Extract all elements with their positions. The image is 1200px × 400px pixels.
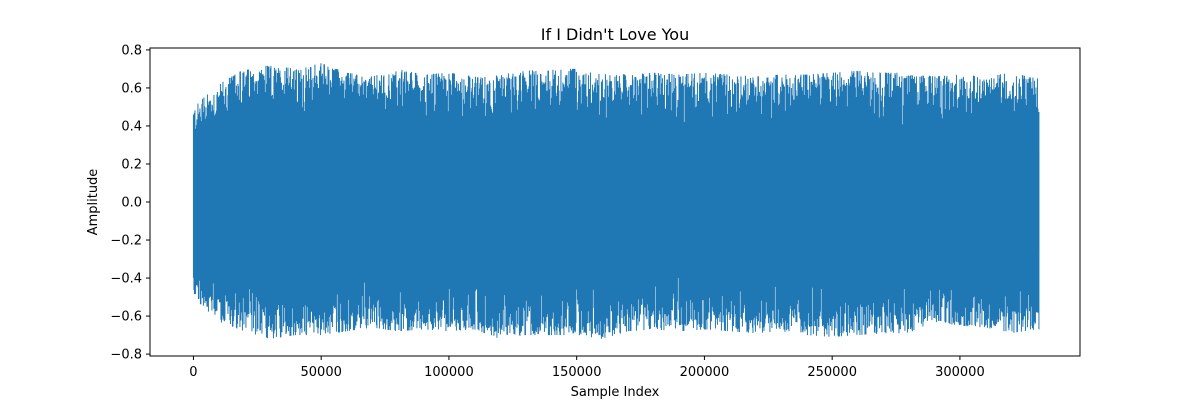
- y-tick-label: 0.0: [121, 196, 142, 211]
- chart-title: If I Didn't Love You: [541, 25, 689, 44]
- y-tick-label: 0.4: [121, 119, 142, 134]
- x-tick-label: 50000: [301, 365, 342, 380]
- y-tick-label: −0.4: [110, 272, 142, 287]
- y-axis-ticks: −0.8 −0.6 −0.4 −0.2 0.0 0.2 0.4 0.6 0.8: [110, 43, 150, 363]
- y-tick-label: 0.2: [121, 157, 142, 172]
- y-tick-label: −0.8: [110, 348, 142, 363]
- x-tick-label: 200000: [680, 365, 730, 380]
- x-axis-label: Sample Index: [571, 385, 660, 400]
- x-tick-label: 300000: [935, 365, 985, 380]
- y-tick-label: 0.8: [121, 43, 142, 58]
- x-tick-label: 250000: [807, 365, 857, 380]
- plot-area: [149, 47, 1081, 357]
- x-tick-label: 150000: [552, 365, 602, 380]
- x-tick-label: 0: [189, 365, 197, 380]
- x-axis-ticks: 0 50000 100000 150000 200000 250000 300000: [189, 356, 985, 380]
- y-tick-label: −0.2: [110, 234, 142, 249]
- y-tick-label: 0.6: [121, 81, 142, 96]
- waveform-layer: [192, 63, 1040, 339]
- y-tick-label: −0.6: [110, 310, 142, 325]
- y-axis-label: Amplitude: [86, 169, 101, 236]
- x-tick-label: 100000: [424, 365, 474, 380]
- waveform-series: [192, 63, 1040, 339]
